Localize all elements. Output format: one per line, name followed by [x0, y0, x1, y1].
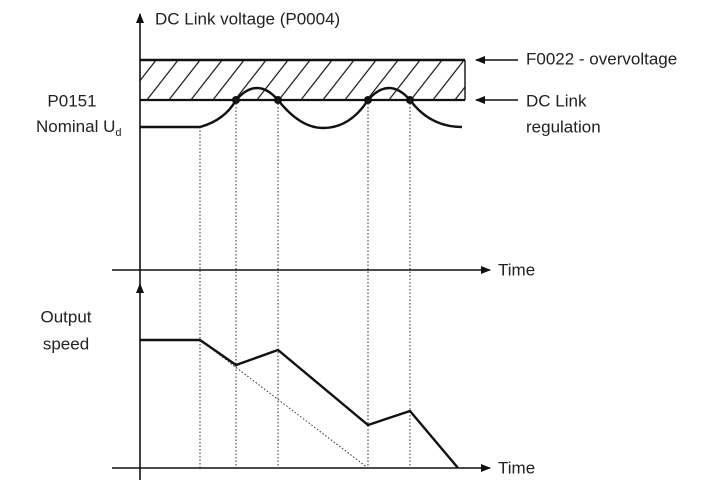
bottom-chart: Time Output speed: [40, 283, 535, 480]
overvoltage-band: [140, 60, 465, 100]
speed-label: Output: [40, 307, 91, 326]
title: DC Link voltage (P0004): [155, 9, 340, 28]
time-label: Time: [498, 260, 535, 279]
nominal-label: Nominal Ud: [36, 117, 121, 138]
nominal-subscript: d: [115, 127, 121, 139]
regulation-label: regulation: [526, 117, 601, 136]
guides: [199, 100, 411, 468]
nominal-label: P0151: [47, 91, 96, 110]
uncontrolled-ramp: [199, 339, 369, 469]
time-label: Time: [498, 458, 535, 477]
top-chart: DC Link voltage (P0004) Time F0022 - ove…: [36, 9, 677, 285]
regulation-label: DC Link: [526, 91, 587, 110]
overvoltage-label: F0022 - overvoltage: [526, 49, 677, 68]
speed-label: speed: [43, 334, 89, 353]
nominal-text: Nominal U: [36, 117, 115, 136]
